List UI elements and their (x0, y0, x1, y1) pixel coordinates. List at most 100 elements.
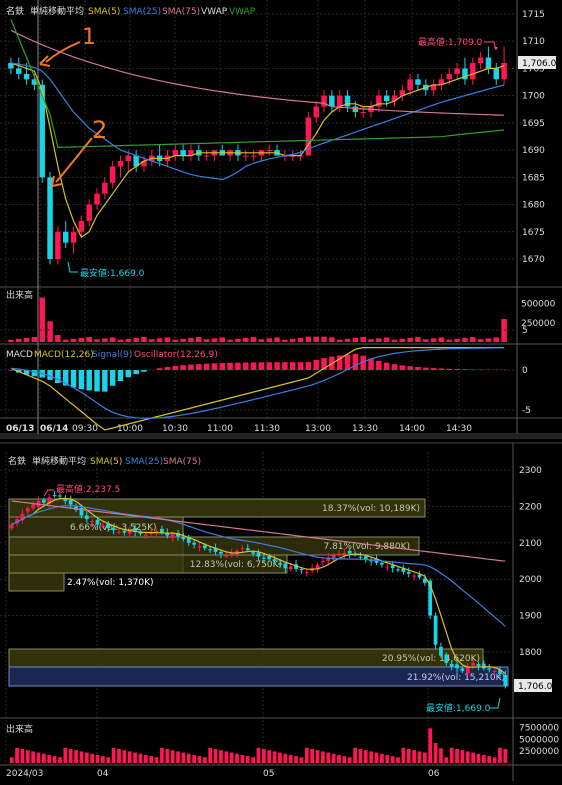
candle (16, 68, 21, 73)
volume-bar (470, 337, 475, 342)
top-y-tick: 1700 (522, 92, 545, 102)
daily-volume-bar (230, 753, 234, 763)
daily-volume-bar (144, 755, 148, 763)
oscillator-bar (415, 367, 420, 370)
daily-volume-bar (176, 751, 180, 763)
daily-volume-bar (337, 755, 341, 763)
daily-candle (90, 521, 94, 522)
volume-bar (259, 339, 264, 342)
daily-volume-bar (455, 749, 459, 763)
oscillator-bar (470, 369, 475, 370)
volume-bar (494, 337, 499, 342)
volume-bar (110, 337, 115, 342)
daily-volume-bar (342, 756, 346, 763)
daily-candle (444, 655, 448, 663)
daily-candle (112, 528, 116, 530)
candle (63, 232, 68, 243)
daily-candle (385, 566, 389, 567)
daily-volume-bar (15, 748, 19, 763)
volume-bar (133, 338, 138, 342)
daily-candle (26, 508, 30, 511)
daily-volume-bar (101, 756, 105, 763)
bottom-legend-study: 単純移動平均 (32, 455, 86, 467)
daily-volume-bar (219, 750, 223, 763)
daily-candle (53, 495, 57, 496)
oscillator-bar (204, 364, 209, 370)
daily-volume-bar (428, 728, 432, 763)
candle (94, 194, 99, 205)
volume-bar (227, 340, 232, 342)
volume-bar (439, 337, 444, 342)
volume-bar (102, 338, 107, 342)
daily-candle (283, 564, 287, 569)
daily-candle (182, 537, 186, 539)
daily-volume-bar (348, 757, 352, 763)
macd-legend-title: MACD (6, 350, 33, 360)
daily-volume-bar (128, 751, 132, 763)
oscillator-bar (157, 368, 162, 370)
daily-volume-bar (10, 757, 14, 763)
bottom-legend: 名鉄 単純移動平均 SMA(5) SMA(25) SMA(75) (8, 455, 201, 467)
oscillator-bar (290, 362, 295, 370)
candle (454, 68, 459, 73)
bottom-legend-sma75: SMA(75) (163, 457, 201, 467)
oscillator-bar (71, 370, 76, 388)
daily-volume-bar (262, 749, 266, 763)
daily-volume-bar (246, 756, 250, 763)
daily-candle (391, 565, 395, 568)
volume-bar (55, 335, 60, 342)
daily-volume-bar (155, 757, 159, 763)
daily-volume-bar (26, 750, 30, 763)
daily-candle (257, 553, 261, 557)
top-legend-sma75: SMA(75) (162, 7, 200, 17)
daily-volume-bar (407, 749, 411, 763)
last-price-top: 1,706.0 (522, 59, 557, 69)
volume-label-top: 出来高 (6, 289, 33, 301)
top-y-tick: 1680 (522, 201, 545, 211)
macd-tick: -5 (522, 406, 531, 416)
daily-volume-bar (380, 754, 384, 763)
candle (501, 63, 506, 79)
oscillator-bar (212, 363, 217, 370)
volume-bar (196, 337, 201, 342)
top-x-tick: 09:30 (72, 424, 98, 434)
volume-bar (243, 338, 248, 342)
daily-candle (160, 529, 164, 533)
candle (447, 74, 452, 79)
low-label-top: 最安値:1,669.0 (80, 267, 145, 279)
daily-candle (477, 664, 481, 666)
daily-volume-bar (187, 754, 191, 763)
range-box-7-label: 21.92%(vol: 15,210K) (407, 673, 505, 683)
daily-candle (224, 556, 228, 557)
daily-volume-bar (171, 750, 175, 763)
oscillator-bar (376, 361, 381, 370)
daily-candle (487, 668, 491, 669)
daily-volume-bar (471, 753, 475, 763)
range-box-6-label: 20.95%(vol: 14,620K) (382, 654, 480, 664)
daily-candle (273, 559, 277, 561)
top-y-tick: 1670 (522, 255, 545, 265)
oscillator-bar (313, 360, 318, 370)
daily-candle (246, 548, 250, 550)
daily-volume-bar (353, 748, 357, 763)
candle (494, 68, 499, 79)
candle (243, 156, 248, 157)
daily-candle (434, 616, 438, 645)
oscillator-bar (243, 363, 248, 370)
daily-candle (251, 552, 255, 553)
volume-bar (298, 338, 303, 342)
oscillator-bar (86, 370, 91, 390)
daily-volume-bar (300, 757, 304, 763)
macd-tick: 5 (522, 326, 528, 336)
daily-volume-bar (192, 755, 196, 763)
volume-bar (47, 321, 52, 342)
top-legend-vwap: VWAP (201, 7, 228, 17)
oscillator-bar (439, 368, 444, 370)
daily-volume-bar (450, 748, 454, 763)
volume-bar (235, 339, 240, 342)
candle (86, 205, 91, 221)
oscillator-bar (8, 370, 13, 371)
candle (102, 183, 107, 194)
volume-bar (290, 339, 295, 342)
volume-bar (274, 337, 279, 342)
